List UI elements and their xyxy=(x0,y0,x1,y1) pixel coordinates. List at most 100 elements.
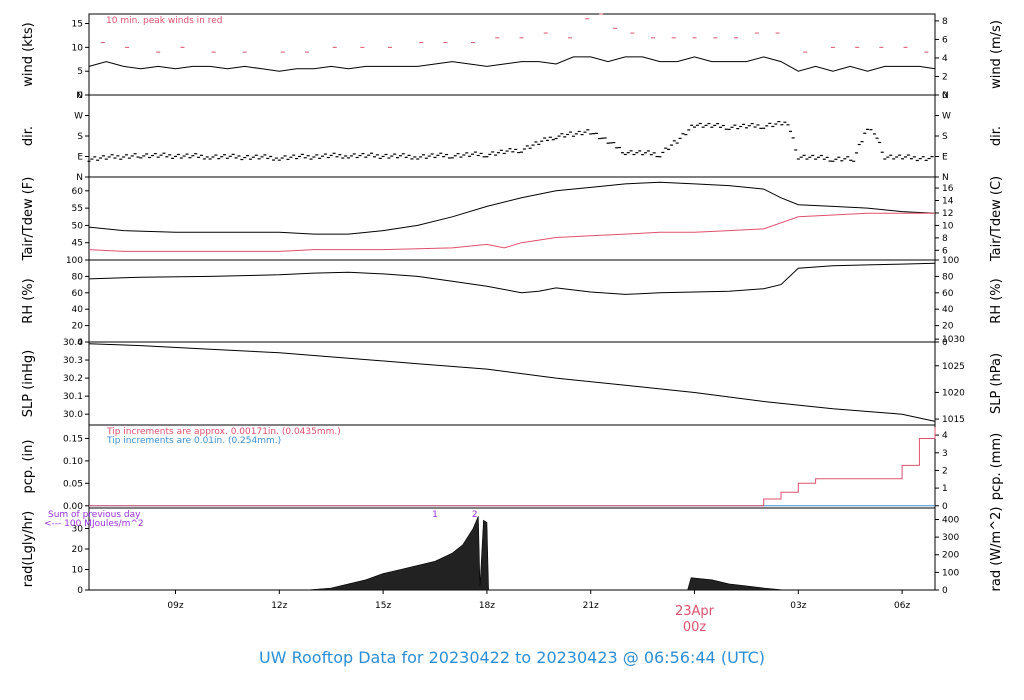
series-line-temp-1 xyxy=(88,212,935,252)
radiation-area xyxy=(306,516,785,591)
ytick-label-rh: 80 xyxy=(72,272,84,282)
ytick-right-label-rad: 200 xyxy=(942,551,959,561)
ytick-right-label-wind: 0 xyxy=(942,91,948,101)
panel-frame-wind xyxy=(88,13,936,96)
panel-frame-dir xyxy=(88,94,936,178)
ytick-right-label-dir: W xyxy=(942,112,951,122)
ytick-label-wind: 5 xyxy=(77,67,83,77)
panel-frame-slp xyxy=(88,341,936,426)
ytick-label-temp: 45 xyxy=(72,239,83,249)
ytick-right-label-slp: 1015 xyxy=(942,415,965,425)
ytick-label-pcp: 0.15 xyxy=(63,434,83,444)
ytick-label-temp: 60 xyxy=(72,187,84,197)
ylabel-temp: Tair/Tdew (F) xyxy=(21,177,36,262)
ytick-label-rh: 60 xyxy=(72,289,84,299)
panel-frame-rad xyxy=(88,507,936,591)
note-rad-0: Sum of previous day xyxy=(48,510,141,520)
xtick-label: 12z xyxy=(271,601,287,611)
ylabel-right-wind: wind (m/s) xyxy=(989,20,1004,89)
ytick-right-label-pcp: 2 xyxy=(942,466,948,476)
xtick-label: 18z xyxy=(479,601,495,611)
ytick-right-label-slp: 1020 xyxy=(942,388,965,398)
ytick-right-label-temp: 6 xyxy=(942,246,948,256)
ytick-label-rad: 0 xyxy=(77,586,83,596)
ytick-label-dir: E xyxy=(77,153,83,163)
ytick-label-slp: 30.4 xyxy=(63,338,83,348)
ylabel-right-dir: dir. xyxy=(989,126,1004,146)
ytick-label-rh: 20 xyxy=(72,322,84,332)
ylabel-right-slp: SLP (hPa) xyxy=(989,353,1004,414)
ytick-label-wind: 15 xyxy=(72,20,83,30)
ytick-right-label-wind: 8 xyxy=(942,17,948,27)
note-pcp-0: Tip increments are approx. 0.00171in. (0… xyxy=(106,427,341,437)
ylabel-dir: dir. xyxy=(21,126,36,146)
ytick-right-label-rh: 20 xyxy=(942,322,954,332)
ytick-right-label-temp: 12 xyxy=(942,209,953,219)
ytick-right-label-pcp: 4 xyxy=(942,431,948,441)
ytick-label-rh: 40 xyxy=(72,305,84,315)
ytick-right-label-dir: N xyxy=(942,173,949,183)
rad-peak-label-0: 1 xyxy=(432,510,438,520)
ytick-label-dir: N xyxy=(76,91,83,101)
ytick-right-label-temp: 14 xyxy=(942,197,954,207)
ylabel-right-pcp: pcp. (mm) xyxy=(989,433,1004,500)
ylabel-rh: RH (%) xyxy=(21,278,36,323)
ylabel-right-temp: Tair/Tdew (C) xyxy=(989,176,1004,262)
ytick-right-label-rad: 300 xyxy=(942,533,959,543)
ylabel-right-rad: rad (W/m^2) xyxy=(989,507,1004,592)
xtick-label: 21z xyxy=(583,601,599,611)
ylabel-pcp: pcp. (in) xyxy=(21,440,36,494)
ytick-label-temp: 50 xyxy=(72,221,84,231)
annotation-wind: 10 min. peak winds in red xyxy=(106,16,223,26)
ytick-label-wind: 0 xyxy=(77,91,83,101)
date-marker-day: 23Apr xyxy=(675,604,715,619)
ytick-label-wind: 10 xyxy=(72,43,84,53)
xtick-label: 15z xyxy=(375,601,391,611)
xtick-label: 09z xyxy=(167,601,183,611)
ytick-label-rad: 20 xyxy=(72,545,84,555)
rad-peak-label-1: 2 xyxy=(472,510,478,520)
ytick-label-rh: 100 xyxy=(66,256,83,266)
ytick-right-label-slp: 1025 xyxy=(942,362,965,372)
ylabel-wind: wind (kts) xyxy=(21,22,36,86)
xtick-label: 06z xyxy=(894,601,910,611)
date-marker-time: 00z xyxy=(683,620,707,635)
footer-title: UW Rooftop Data for 20230422 to 20230423… xyxy=(258,648,766,667)
panel-frame-rh xyxy=(88,259,936,343)
ytick-right-label-temp: 8 xyxy=(942,234,948,244)
ytick-label-dir: N xyxy=(76,173,83,183)
ytick-label-slp: 30.3 xyxy=(63,356,83,366)
ytick-right-label-temp: 16 xyxy=(942,184,954,194)
series-line-temp-0 xyxy=(88,181,936,235)
series-line-wind-0 xyxy=(88,56,936,72)
ytick-right-label-rad: 0 xyxy=(942,586,948,596)
ytick-right-label-rad: 100 xyxy=(942,568,959,578)
xtick-label: 03z xyxy=(790,601,806,611)
ytick-right-label-dir: N xyxy=(942,91,949,101)
ytick-label-dir: W xyxy=(74,112,83,122)
ytick-right-label-rad: 400 xyxy=(942,515,959,525)
ytick-label-pcp: 0.05 xyxy=(63,479,83,489)
ytick-right-label-rh: 0 xyxy=(942,338,948,348)
ytick-right-label-pcp: 0 xyxy=(942,502,948,512)
note-rad-1: <--- 100 MJoules/m^2 xyxy=(44,519,144,529)
ytick-right-label-wind: 6 xyxy=(942,35,948,45)
ylabel-rad: rad(Lgly/hr) xyxy=(21,511,36,587)
ytick-right-label-pcp: 3 xyxy=(942,449,948,459)
ytick-right-label-temp: 10 xyxy=(942,221,954,231)
ytick-right-label-rh: 60 xyxy=(942,289,954,299)
ytick-right-label-wind: 4 xyxy=(942,54,948,64)
ylabel-right-rh: RH (%) xyxy=(989,278,1004,323)
ytick-label-rh: 0 xyxy=(77,338,83,348)
ytick-label-dir: S xyxy=(77,132,83,142)
series-line-pcp-1 xyxy=(89,427,936,507)
panel-frame-temp xyxy=(88,176,936,261)
ytick-right-label-slp: 1030 xyxy=(942,335,965,345)
ytick-label-slp: 30.1 xyxy=(63,392,83,402)
ytick-label-slp: 30.0 xyxy=(63,410,83,420)
ytick-right-label-rh: 80 xyxy=(942,272,954,282)
series-line-slp-0 xyxy=(88,343,936,422)
ytick-right-label-rh: 100 xyxy=(942,256,959,266)
